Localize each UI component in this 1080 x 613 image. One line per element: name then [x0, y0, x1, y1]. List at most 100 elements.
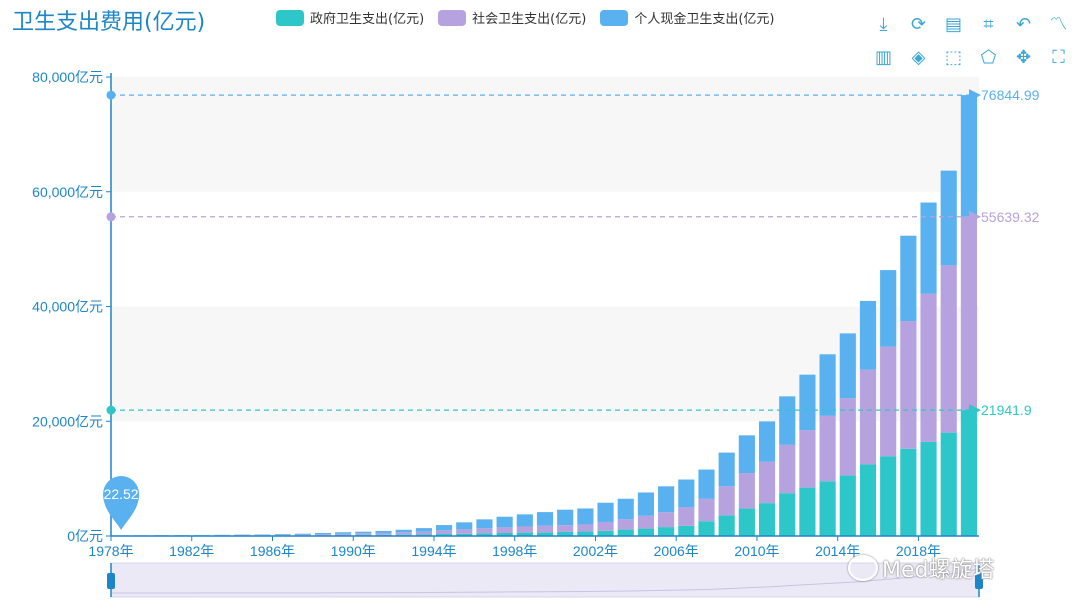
bar-segment: [859, 300, 877, 370]
bar-segment: [738, 435, 755, 474]
polygon-select-icon[interactable]: ⬠: [980, 46, 997, 68]
mark-line-arrow: [969, 89, 981, 102]
mark-line-label: 55639.32: [981, 209, 1040, 225]
bar-segment: [758, 503, 776, 536]
bar-segment: [779, 396, 796, 445]
bar-segment: [355, 533, 372, 535]
bar-segment: [314, 534, 332, 536]
legend-swatch-social: [438, 9, 467, 26]
x-tick-label: 1982年: [169, 543, 214, 559]
bar-segment: [880, 270, 897, 347]
x-tick-label: 2018年: [896, 543, 941, 559]
bar-segment: [658, 486, 675, 513]
bar-segment: [637, 515, 655, 529]
bar-segment: [678, 479, 695, 508]
stack-icon[interactable]: ◈: [911, 46, 926, 68]
bar-segment: [799, 430, 816, 488]
bar-segment: [960, 410, 977, 536]
bar-chart-icon[interactable]: ▥: [874, 46, 892, 68]
legend-label-social: 社会卫生支出(亿元): [472, 12, 587, 27]
bar-segment: [516, 526, 533, 533]
bar-segment: [799, 487, 816, 536]
bar-segment: [335, 532, 352, 534]
bar-segment: [880, 346, 897, 457]
bar-segment: [779, 444, 796, 494]
download-icon[interactable]: ⤓: [879, 13, 888, 35]
bar-segment: [678, 507, 695, 526]
bar-segment: [274, 534, 291, 536]
zoom-icon[interactable]: ⌗: [983, 13, 994, 35]
refresh-icon[interactable]: ⟳: [910, 13, 927, 35]
bar-segment: [435, 534, 453, 536]
clear-select-icon[interactable]: ⛶: [1052, 46, 1065, 68]
bar-segment: [819, 354, 836, 416]
mark-line-label: 76844.99: [981, 87, 1040, 103]
mark-line-arrow: [969, 404, 981, 417]
bar-segment: [839, 475, 856, 536]
bar-segment: [435, 530, 453, 535]
x-tick-label: 2014年: [815, 543, 860, 559]
bar-segment: [658, 527, 675, 536]
mark-line-arrow: [969, 210, 981, 223]
bar-segment: [375, 530, 392, 533]
bar-segment: [839, 398, 856, 476]
zoom-reset-icon[interactable]: ↶: [1015, 13, 1032, 35]
bar-segment: [637, 492, 655, 516]
bar-segment: [516, 514, 533, 527]
x-tick-label: 1994年: [411, 543, 456, 559]
x-tick-label: 1978年: [88, 543, 133, 559]
legend-item-government[interactable]: 政府卫生支出(亿元): [276, 8, 424, 27]
mark-point-label: 22.52: [104, 486, 139, 502]
bar-segment: [234, 534, 251, 536]
bar-segment: [577, 531, 594, 536]
bar-segment: [516, 532, 533, 536]
bar-segment: [557, 525, 574, 532]
x-tick-label: 1998年: [492, 543, 537, 559]
legend-item-personal[interactable]: 个人现金卫生支出(亿元): [600, 8, 774, 27]
bar-segment: [758, 461, 776, 504]
bar-segment: [456, 533, 473, 536]
bar-segment: [415, 534, 432, 536]
bar-segment: [496, 527, 513, 533]
bar-segment: [415, 531, 432, 535]
data-zoom-preview-line: [110, 568, 980, 594]
bar-segment: [294, 533, 311, 535]
bar-segment: [395, 529, 412, 533]
bar-segment: [920, 293, 937, 442]
y-tick-label: 60,000亿元: [32, 184, 103, 200]
legend-item-social[interactable]: 社会卫生支出(亿元): [438, 8, 586, 27]
bar-segment: [698, 521, 715, 536]
bar-segment: [496, 532, 513, 536]
bar-segment: [758, 421, 776, 462]
bar-segment: [597, 502, 614, 522]
mark-point-pin: [103, 475, 140, 530]
bar-segment: [557, 509, 574, 526]
y-tick-label: 20,000亿元: [32, 413, 103, 429]
line-chart-icon[interactable]: 〽: [1049, 13, 1068, 35]
rect-select-icon[interactable]: ⬚: [944, 46, 962, 68]
bar-segment: [335, 533, 352, 536]
bar-segment: [920, 441, 937, 536]
data-view-icon[interactable]: ▤: [944, 13, 962, 35]
bar-segment: [314, 532, 332, 535]
x-tick-label: 2006年: [654, 543, 699, 559]
bar-segment: [738, 473, 755, 509]
bar-segment: [940, 170, 957, 266]
bar-segment: [819, 415, 836, 482]
bar-segment: [456, 529, 473, 534]
bar-segment: [658, 512, 675, 528]
bar-segment: [536, 532, 554, 536]
bar-segment: [617, 519, 634, 530]
legend-label-government: 政府卫生支出(亿元): [310, 12, 425, 27]
bar-segment: [637, 528, 655, 536]
y-tick-label: 40,000亿元: [32, 299, 103, 315]
bar-segment: [960, 216, 977, 411]
bar-segment: [254, 534, 271, 536]
bar-segment: [718, 486, 735, 516]
bar-segment: [577, 508, 594, 525]
bar-segment: [839, 333, 856, 399]
bar-segment: [476, 528, 493, 534]
wechat-icon: [848, 555, 878, 581]
keep-select-icon[interactable]: ✥: [1015, 46, 1032, 68]
